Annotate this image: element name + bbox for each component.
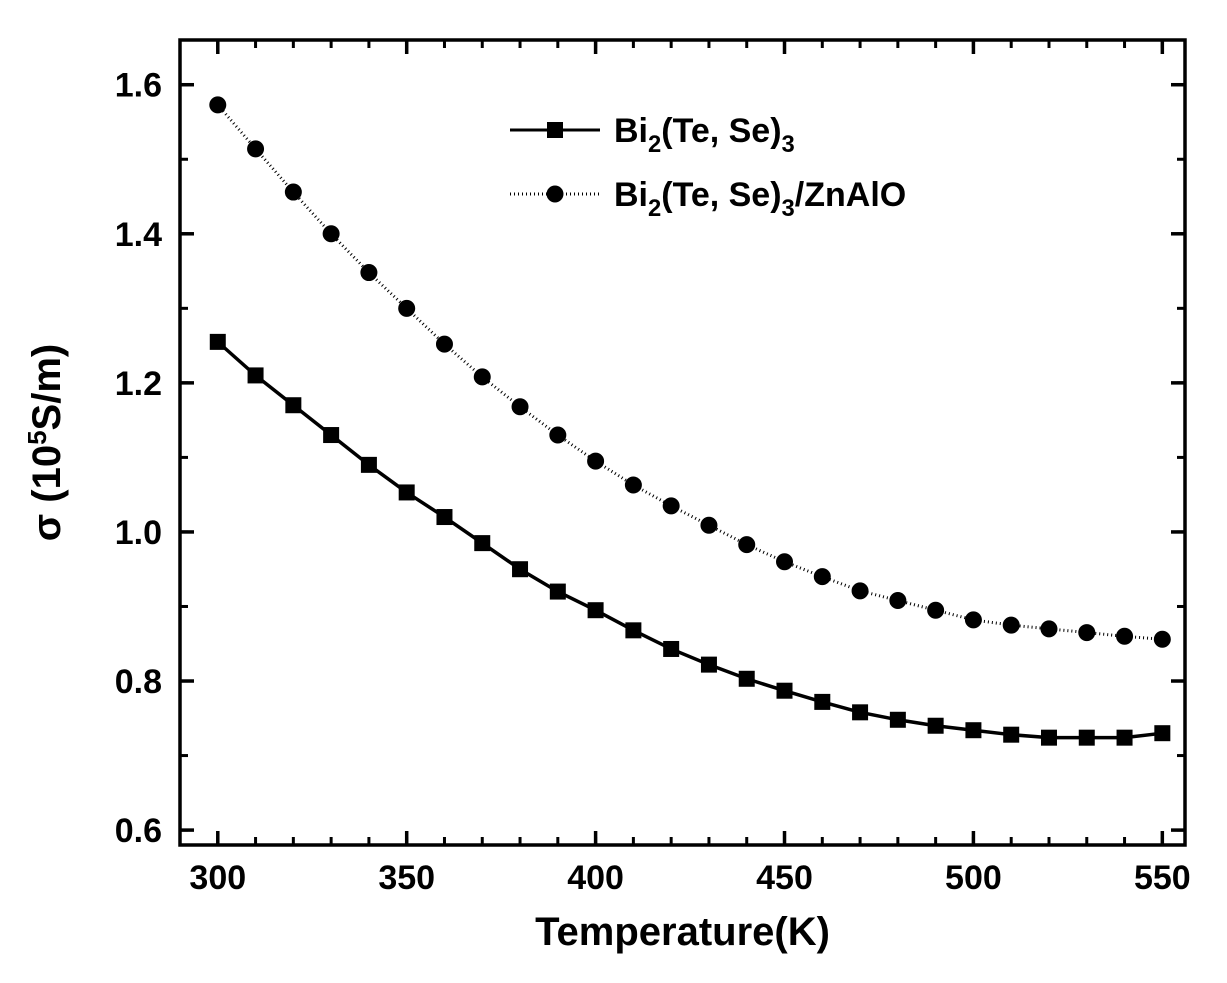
data-marker	[928, 602, 944, 618]
data-marker	[437, 510, 452, 525]
legend-marker-circle	[547, 186, 564, 203]
data-marker	[324, 428, 339, 443]
x-tick-label: 450	[756, 859, 813, 897]
x-tick-label: 300	[189, 859, 246, 897]
data-marker	[1003, 617, 1019, 633]
data-marker	[814, 569, 830, 585]
data-marker	[965, 612, 981, 628]
y-tick-label: 1.6	[115, 67, 162, 105]
x-axis-title: Temperature(K)	[535, 910, 830, 954]
data-marker	[890, 712, 905, 727]
data-marker	[815, 694, 830, 709]
data-marker	[626, 623, 641, 638]
y-tick-label: 0.8	[115, 663, 162, 701]
data-marker	[399, 485, 414, 500]
data-marker	[323, 226, 339, 242]
data-marker	[436, 336, 452, 352]
x-tick-label: 400	[567, 859, 624, 897]
data-marker	[890, 593, 906, 609]
data-marker	[739, 537, 755, 553]
data-marker	[701, 657, 716, 672]
data-marker	[210, 97, 226, 113]
data-marker	[210, 334, 225, 349]
chart-container: 300 350 400 450 500 550 0.6 0.8 1.0 1.2 1.4 1.6 Temp…	[0, 0, 1227, 983]
data-marker	[966, 723, 981, 738]
data-marker	[1041, 730, 1056, 745]
data-marker	[625, 477, 641, 493]
data-marker	[588, 453, 604, 469]
x-tick-label: 500	[945, 859, 1002, 897]
data-marker	[1004, 727, 1019, 742]
legend-marker-square	[547, 122, 563, 138]
data-marker	[285, 184, 301, 200]
data-marker	[474, 369, 490, 385]
data-marker	[701, 517, 717, 533]
x-tick-label: 550	[1134, 859, 1191, 897]
data-marker	[361, 265, 377, 281]
data-marker	[588, 603, 603, 618]
y-tick-label: 1.4	[115, 216, 162, 254]
data-marker	[513, 562, 528, 577]
x-tick-label: 350	[378, 859, 435, 897]
data-marker	[1041, 621, 1057, 637]
y-tick-label: 0.6	[115, 812, 162, 850]
data-marker	[664, 641, 679, 656]
data-marker	[1155, 726, 1170, 741]
data-marker	[512, 399, 528, 415]
data-marker	[852, 583, 868, 599]
data-marker	[853, 705, 868, 720]
data-marker	[248, 368, 263, 383]
data-marker	[248, 141, 264, 157]
data-marker	[663, 498, 679, 514]
data-marker	[550, 427, 566, 443]
data-marker	[475, 536, 490, 551]
data-marker	[1079, 730, 1094, 745]
y-tick-label: 1.2	[115, 365, 162, 403]
data-marker	[550, 584, 565, 599]
data-marker	[399, 300, 415, 316]
data-marker	[739, 671, 754, 686]
y-tick-label: 1.0	[115, 514, 162, 552]
data-marker	[1079, 625, 1095, 641]
data-marker	[1154, 631, 1170, 647]
data-marker	[361, 457, 376, 472]
data-marker	[777, 554, 793, 570]
data-marker	[286, 398, 301, 413]
data-marker	[1117, 628, 1133, 644]
data-marker	[928, 718, 943, 733]
data-marker	[1117, 730, 1132, 745]
data-marker	[777, 683, 792, 698]
